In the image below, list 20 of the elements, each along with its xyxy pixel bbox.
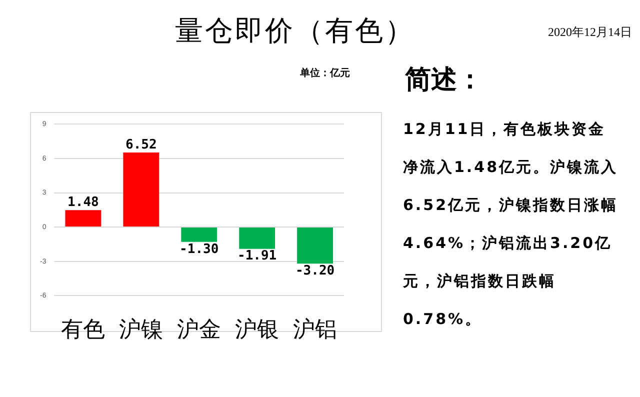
text: 简述： bbox=[405, 64, 483, 97]
data-label: -3.20 bbox=[295, 263, 335, 278]
bar bbox=[123, 152, 160, 227]
x-tick-label: 沪金 bbox=[177, 318, 222, 343]
text: 12月11日，有色板块资金净流入1.48亿元。沪镍流入6.52亿元，沪镍指数日涨幅4.64%；沪铝流出3.20亿元，沪铝指数日跌幅0.78%。 bbox=[403, 120, 618, 328]
bar bbox=[181, 228, 218, 242]
data-label: 6.52 bbox=[126, 137, 157, 152]
bar bbox=[239, 228, 276, 249]
data-label: -1.30 bbox=[180, 242, 219, 257]
text: 2020年12月14日 bbox=[548, 24, 632, 41]
x-tick-label: 沪银 bbox=[235, 318, 280, 343]
chart-title: 量仓即价（有色） bbox=[174, 13, 416, 49]
x-tick-label: 沪铝 bbox=[293, 318, 338, 343]
bar bbox=[65, 210, 102, 227]
bar bbox=[297, 228, 333, 264]
text: 单位：亿元 bbox=[300, 66, 350, 80]
data-label: 1.48 bbox=[68, 195, 100, 210]
x-tick-label: 沪镍 bbox=[119, 318, 164, 343]
data-label: -1.91 bbox=[237, 248, 277, 264]
x-tick-label: 有色 bbox=[61, 318, 106, 343]
